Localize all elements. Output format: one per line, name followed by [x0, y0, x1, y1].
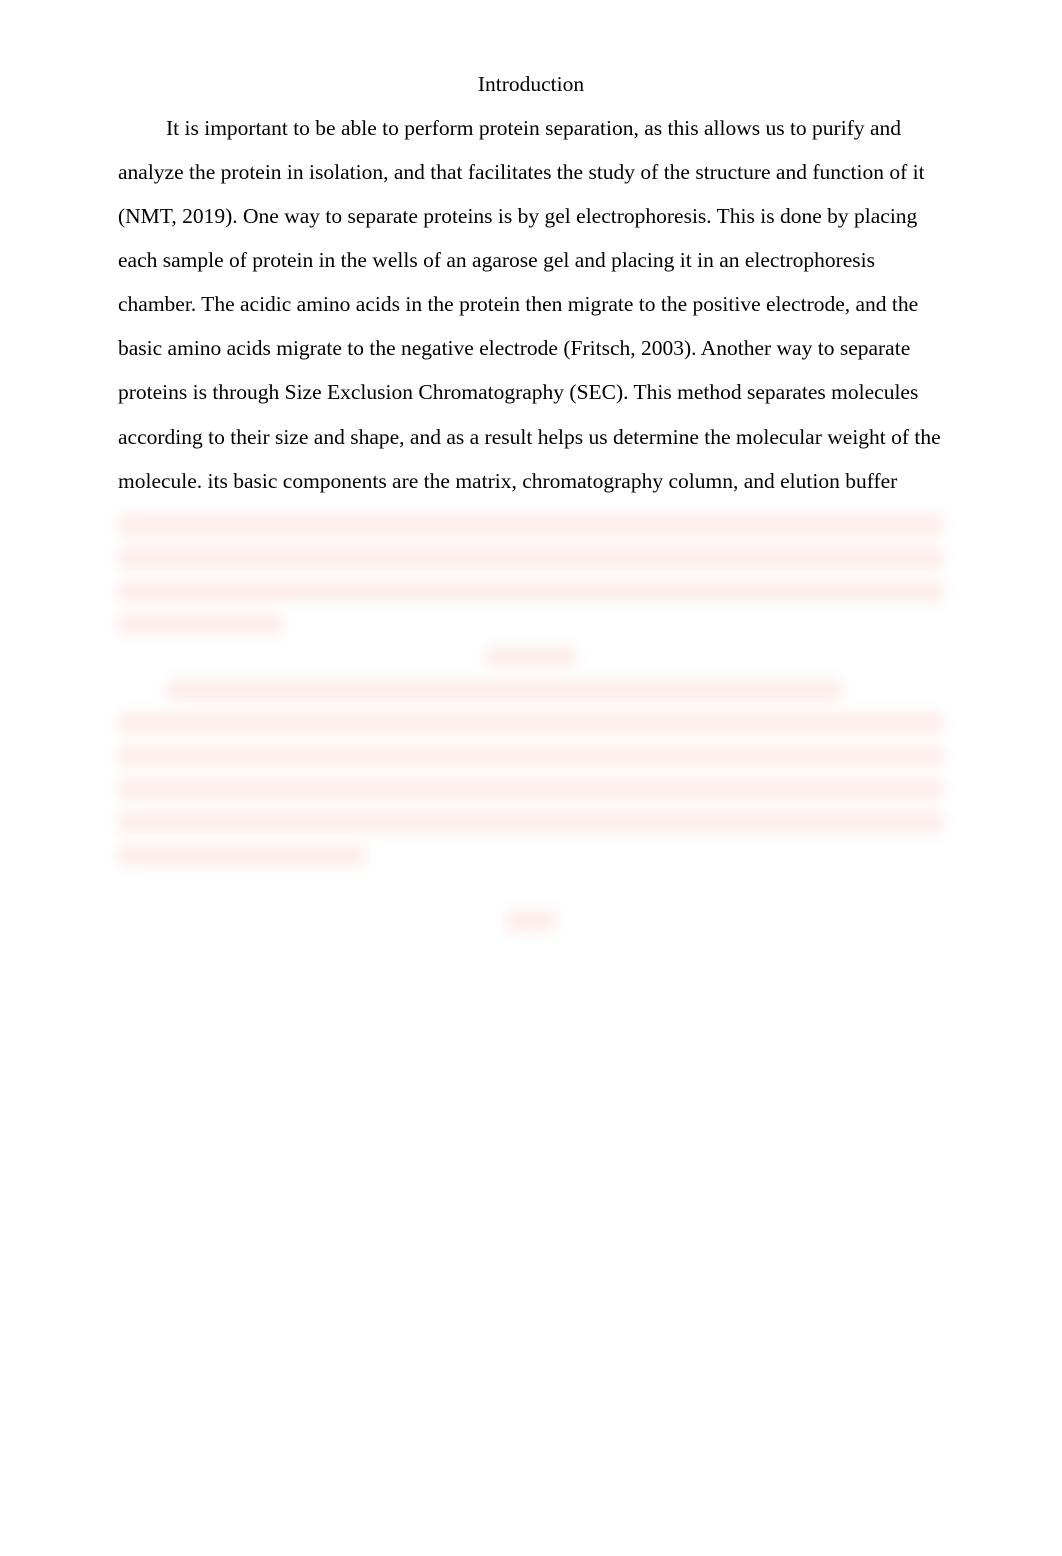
redacted-line — [118, 712, 944, 734]
redacted-line — [118, 580, 944, 602]
intro-paragraph: It is important to be able to perform pr… — [118, 106, 944, 503]
redacted-line — [118, 547, 944, 569]
redacted-block: Methods Data — [118, 514, 944, 932]
redacted-line — [118, 745, 944, 767]
section-heading-introduction: Introduction — [118, 62, 944, 106]
redacted-line — [118, 514, 944, 536]
section-heading-data-redacted: Data — [506, 910, 556, 932]
redacted-line — [166, 679, 843, 701]
redacted-line — [118, 811, 944, 833]
blank-line — [118, 877, 944, 899]
section-heading-methods-redacted: Methods — [486, 646, 576, 668]
redacted-line — [118, 613, 283, 635]
redacted-line — [118, 778, 944, 800]
document-page: Introduction It is important to be able … — [0, 0, 1062, 1556]
redacted-line — [118, 844, 366, 866]
